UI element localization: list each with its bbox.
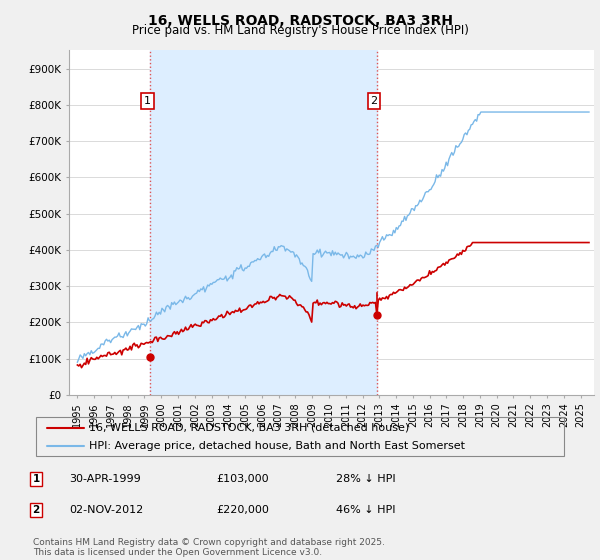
Text: 1: 1 bbox=[144, 96, 151, 106]
Text: 28% ↓ HPI: 28% ↓ HPI bbox=[336, 474, 395, 484]
Text: £103,000: £103,000 bbox=[216, 474, 269, 484]
Text: £220,000: £220,000 bbox=[216, 505, 269, 515]
Text: 30-APR-1999: 30-APR-1999 bbox=[69, 474, 141, 484]
Text: 16, WELLS ROAD, RADSTOCK, BA3 3RH: 16, WELLS ROAD, RADSTOCK, BA3 3RH bbox=[148, 14, 452, 28]
Bar bbox=[150, 50, 377, 395]
Text: HPI: Average price, detached house, Bath and North East Somerset: HPI: Average price, detached house, Bath… bbox=[89, 441, 465, 451]
Text: Price paid vs. HM Land Registry's House Price Index (HPI): Price paid vs. HM Land Registry's House … bbox=[131, 24, 469, 36]
Text: 1: 1 bbox=[32, 474, 40, 484]
Text: Contains HM Land Registry data © Crown copyright and database right 2025.
This d: Contains HM Land Registry data © Crown c… bbox=[33, 538, 385, 557]
Text: 2: 2 bbox=[371, 96, 377, 106]
Text: 02-NOV-2012: 02-NOV-2012 bbox=[69, 505, 143, 515]
Text: 46% ↓ HPI: 46% ↓ HPI bbox=[336, 505, 395, 515]
Text: 16, WELLS ROAD, RADSTOCK, BA3 3RH (detached house): 16, WELLS ROAD, RADSTOCK, BA3 3RH (detac… bbox=[89, 423, 409, 433]
Text: 2: 2 bbox=[32, 505, 40, 515]
